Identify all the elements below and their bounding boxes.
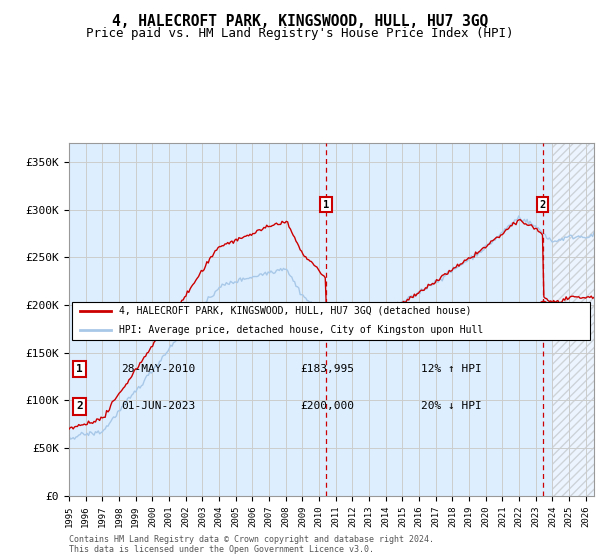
Text: 01-JUN-2023: 01-JUN-2023 bbox=[121, 402, 196, 412]
Text: 20% ↓ HPI: 20% ↓ HPI bbox=[421, 402, 482, 412]
FancyBboxPatch shape bbox=[71, 302, 590, 339]
Text: 1: 1 bbox=[323, 200, 329, 210]
Text: 2: 2 bbox=[539, 200, 546, 210]
Text: 1: 1 bbox=[76, 364, 83, 374]
Text: Contains HM Land Registry data © Crown copyright and database right 2024.
This d: Contains HM Land Registry data © Crown c… bbox=[69, 535, 434, 554]
Text: 28-MAY-2010: 28-MAY-2010 bbox=[121, 364, 196, 374]
Bar bbox=[553, 143, 594, 496]
Text: 4, HALECROFT PARK, KINGSWOOD, HULL, HU7 3GQ: 4, HALECROFT PARK, KINGSWOOD, HULL, HU7 … bbox=[112, 14, 488, 29]
Text: HPI: Average price, detached house, City of Kingston upon Hull: HPI: Average price, detached house, City… bbox=[119, 325, 483, 335]
Text: 2: 2 bbox=[76, 402, 83, 412]
Text: 12% ↑ HPI: 12% ↑ HPI bbox=[421, 364, 482, 374]
Text: £183,995: £183,995 bbox=[300, 364, 354, 374]
Text: Price paid vs. HM Land Registry's House Price Index (HPI): Price paid vs. HM Land Registry's House … bbox=[86, 27, 514, 40]
Text: £200,000: £200,000 bbox=[300, 402, 354, 412]
Text: 4, HALECROFT PARK, KINGSWOOD, HULL, HU7 3GQ (detached house): 4, HALECROFT PARK, KINGSWOOD, HULL, HU7 … bbox=[119, 306, 472, 316]
